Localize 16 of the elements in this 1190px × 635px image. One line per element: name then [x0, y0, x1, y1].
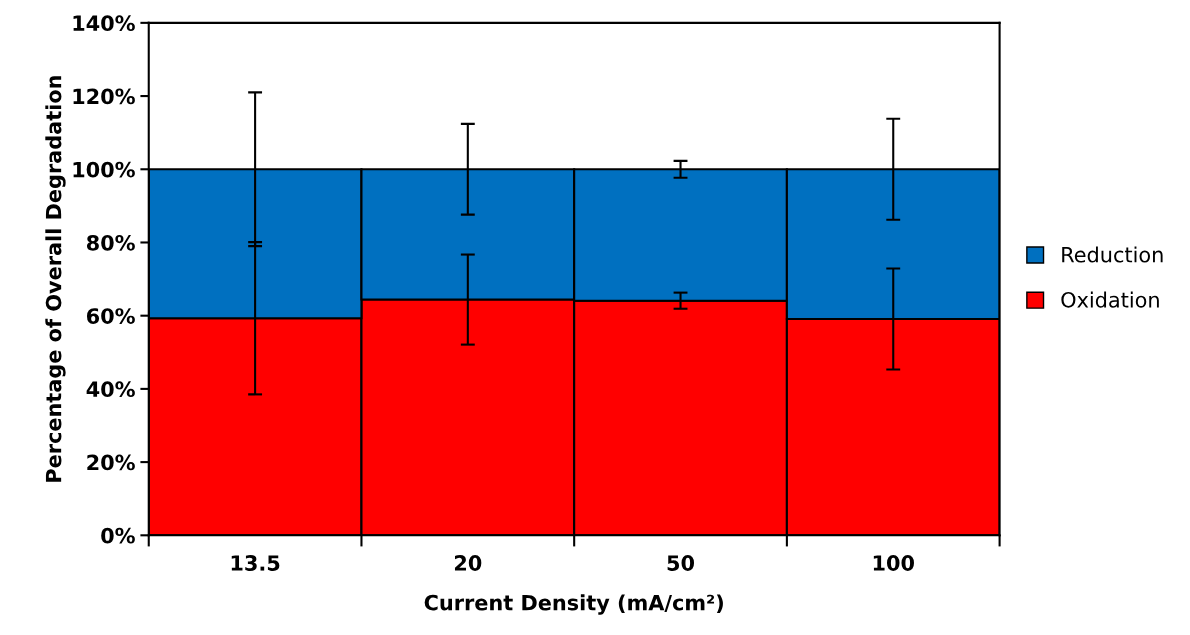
- legend-label: Oxidation: [1061, 291, 1159, 308]
- x-tick-label: 20: [454, 555, 482, 571]
- y-tick-label: 100%: [73, 161, 135, 178]
- y-tick-label: 20%: [87, 454, 135, 471]
- y-tick-label: 140%: [73, 15, 135, 32]
- y-tick-label: 60%: [86, 308, 135, 324]
- x-tick-label: 13.5: [231, 555, 280, 571]
- x-tick-label: 100: [873, 555, 914, 571]
- y-tick-label: 0%: [101, 527, 135, 544]
- y-axis-title: Percentage of Overall Degradation: [45, 76, 66, 482]
- y-tick-label: 120%: [73, 88, 135, 105]
- y-tick-label: 80%: [86, 234, 135, 251]
- x-axis-title: Current Density (mA/cm²): [424, 594, 723, 615]
- legend-label: Reduction: [1062, 246, 1163, 263]
- x-tick-label: 50: [667, 555, 695, 571]
- y-tick-label: 40%: [86, 381, 135, 398]
